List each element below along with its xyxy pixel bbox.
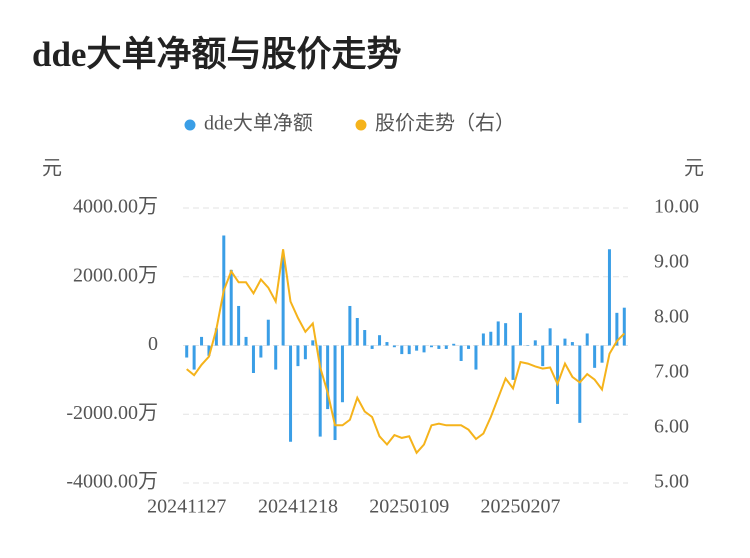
y-tick-label: 2000.00万 xyxy=(73,264,158,286)
y2-tick-label: 9.00 xyxy=(654,251,689,273)
bar xyxy=(615,312,619,346)
bar xyxy=(229,269,233,346)
bar xyxy=(370,345,374,349)
bar xyxy=(585,333,589,346)
bar xyxy=(481,333,485,346)
bar xyxy=(563,338,567,346)
bar xyxy=(251,345,255,373)
bar xyxy=(489,331,493,346)
legend-marker xyxy=(184,119,196,131)
bar xyxy=(422,345,426,353)
legend-marker xyxy=(355,119,367,131)
y-tick-label: 4000.00万 xyxy=(73,196,158,218)
bar xyxy=(392,345,396,348)
x-tick-label: 20250207 xyxy=(480,496,560,518)
y2-tick-label: 10.00 xyxy=(654,196,699,218)
bar xyxy=(266,319,270,346)
bar xyxy=(289,345,293,442)
bar xyxy=(593,345,597,368)
y-tick-label: 0 xyxy=(148,333,158,355)
bar xyxy=(311,340,315,346)
y2-tick-label: 8.00 xyxy=(654,306,689,328)
y-axis-label: 元 xyxy=(42,158,62,180)
bar xyxy=(378,335,382,346)
price-line xyxy=(186,249,626,455)
bar xyxy=(318,345,322,437)
bar xyxy=(541,345,545,367)
bar xyxy=(259,345,263,358)
bar xyxy=(467,345,471,349)
bar xyxy=(607,249,611,346)
bar xyxy=(415,345,419,351)
bar xyxy=(444,345,448,349)
bar xyxy=(578,345,582,423)
bar xyxy=(452,343,456,346)
bar xyxy=(244,336,248,346)
bar xyxy=(348,305,352,346)
bar xyxy=(437,345,441,349)
x-tick-label: 20241218 xyxy=(258,496,338,518)
y-tick-label: -4000.00万 xyxy=(66,471,158,493)
bar xyxy=(326,345,330,410)
bar xyxy=(185,345,189,358)
bar xyxy=(533,340,537,346)
bar xyxy=(496,321,500,346)
bar xyxy=(526,345,530,346)
bar xyxy=(340,345,344,403)
y2-tick-label: 7.00 xyxy=(654,361,689,383)
bar xyxy=(385,342,389,346)
bar xyxy=(296,345,300,367)
bar xyxy=(429,345,433,348)
bar xyxy=(192,345,196,370)
bar xyxy=(518,312,522,346)
bar xyxy=(303,345,307,360)
bar xyxy=(600,345,604,363)
bar xyxy=(237,305,241,346)
legend-label: dde大单净额 xyxy=(204,112,313,135)
bar xyxy=(355,318,359,346)
bar xyxy=(407,345,411,355)
bar xyxy=(548,328,552,346)
bar xyxy=(200,336,204,346)
bar xyxy=(474,345,478,370)
y2-axis-label: 元 xyxy=(684,158,704,180)
bar xyxy=(504,323,508,346)
bar xyxy=(400,345,404,355)
y-tick-label: -2000.00万 xyxy=(66,402,158,424)
bar xyxy=(333,345,337,441)
legend-label: 股价走势（右） xyxy=(375,112,515,135)
y2-tick-label: 5.00 xyxy=(654,471,689,493)
bar xyxy=(622,307,626,346)
x-tick-label: 20250109 xyxy=(369,496,449,518)
bar xyxy=(459,345,463,361)
bar xyxy=(274,345,278,370)
bar xyxy=(363,330,367,346)
bar xyxy=(207,345,211,356)
y2-tick-label: 6.00 xyxy=(654,416,689,438)
chart-title: dde大单净额与股价走势 xyxy=(32,35,401,74)
bar xyxy=(570,342,574,346)
bar xyxy=(281,256,285,346)
bar xyxy=(511,345,515,380)
bar xyxy=(214,328,218,346)
x-tick-label: 20241127 xyxy=(147,496,226,518)
bar xyxy=(556,345,560,404)
